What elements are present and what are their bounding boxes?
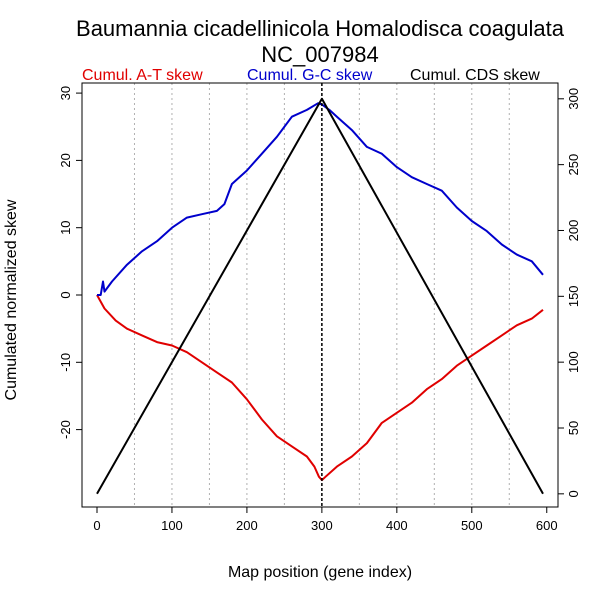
x-tick-label: 100: [161, 518, 183, 533]
chart-title-line1: Baumannia cicadellinicola Homalodisca co…: [76, 16, 565, 41]
series-lines: [96, 97, 544, 495]
y-right-tick-label: 250: [566, 154, 581, 176]
y-left-tick-label: -20: [58, 420, 73, 439]
vertical-gridlines: [133, 83, 510, 507]
y-left-tick-label: -10: [58, 353, 73, 372]
x-tick-label: 500: [461, 518, 483, 533]
series-line: [96, 97, 544, 495]
series-line: [96, 294, 544, 482]
y-right-tick-label: 300: [566, 88, 581, 110]
y-axis-title: Cumulated normalized skew: [3, 199, 20, 400]
x-tick-label: 200: [236, 518, 258, 533]
y-right-tick-label: 0: [566, 490, 581, 497]
x-axis-title: Map position (gene index): [228, 564, 412, 581]
legend-at-skew: Cumul. A-T skew: [82, 67, 203, 84]
y-right-tick-label: 150: [566, 285, 581, 307]
legend-cds-skew: Cumul. CDS skew: [410, 67, 540, 84]
plot-frame: [81, 82, 559, 508]
y-left-tick-label: 20: [58, 153, 73, 167]
chart-title-line2: NC_007984: [261, 42, 378, 67]
y-axis-left: -20 -10 0 10 20 30: [58, 86, 82, 439]
y-left-tick-label: 10: [58, 220, 73, 234]
x-tick-label: 300: [311, 518, 333, 533]
y-axis-right: 0 50 100 150 200 250 300: [558, 88, 581, 497]
x-axis: 0 100 200 300 400 500 600: [93, 507, 558, 533]
series-line: [97, 102, 544, 296]
y-left-tick-label: 30: [58, 86, 73, 100]
x-tick-label: 0: [93, 518, 100, 533]
y-right-tick-label: 50: [566, 421, 581, 435]
y-right-tick-label: 100: [566, 351, 581, 373]
legend-gc-skew: Cumul. G-C skew: [247, 67, 373, 84]
y-right-tick-label: 200: [566, 220, 581, 242]
x-tick-label: 400: [386, 518, 408, 533]
x-tick-label: 600: [536, 518, 558, 533]
y-left-tick-label: 0: [58, 291, 73, 298]
